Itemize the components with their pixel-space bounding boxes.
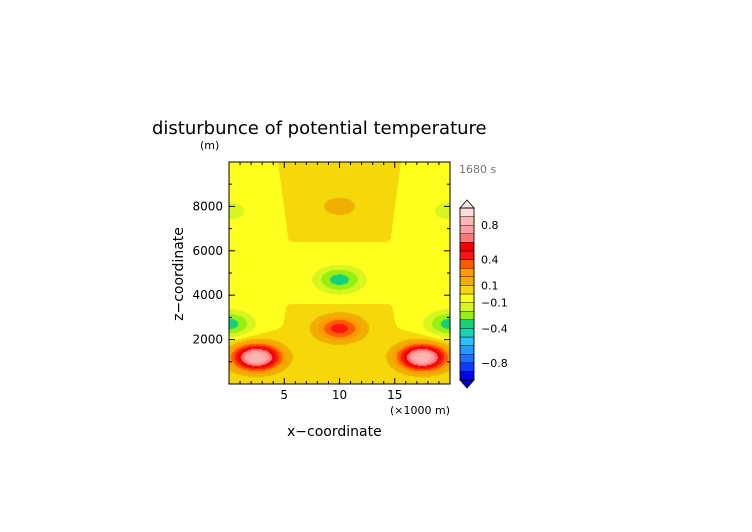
colorbar-tick-label: 0.8	[481, 219, 499, 232]
y-axis: 2000 4000 6000 8000	[192, 183, 450, 363]
colorbar-swatch	[459, 259, 475, 269]
x-tick-label: 10	[332, 388, 347, 402]
colorbar-tick-label: 0.1	[481, 279, 499, 292]
plot-area: 5 10 15 2000 4000 6000 8000	[192, 161, 451, 402]
colorbar-swatch	[459, 319, 475, 329]
colorbar: 0.8 0.4 0.1 −0.1 −0.4 −0.8	[459, 199, 508, 389]
colorbar-swatch	[459, 276, 475, 286]
colorbar-swatch	[459, 371, 475, 381]
x-axis-label: x−coordinate	[287, 424, 382, 440]
colorbar-low-triangle	[459, 379, 475, 389]
colorbar-high-triangle	[459, 199, 475, 209]
y-axis-label: z−coordinate	[171, 227, 187, 321]
colorbar-tick-label: −0.1	[481, 297, 508, 310]
colorbar-swatch	[459, 285, 475, 295]
colorbar-tick-label: −0.8	[481, 357, 508, 370]
colorbar-swatch	[459, 354, 475, 364]
colorbar-tick-label: 0.4	[481, 254, 499, 267]
colorbar-swatch	[459, 328, 475, 338]
y-unit-label: (m)	[200, 139, 219, 152]
x-axis: 5 10 15	[239, 162, 440, 402]
colorbar-swatch	[459, 345, 475, 355]
colorbar-tick-label: −0.4	[481, 322, 508, 335]
colorbar-swatch	[459, 268, 475, 278]
time-label: 1680 s	[459, 163, 496, 176]
colorbar-swatch	[459, 224, 475, 234]
colorbar-frame	[459, 207, 475, 381]
colorbar-swatch	[459, 216, 475, 226]
colorbar-swatch	[459, 242, 475, 252]
colorbar-swatch	[459, 233, 475, 243]
colorbar-swatch	[459, 311, 475, 321]
colorbar-swatch	[459, 336, 475, 346]
colorbar-swatch	[459, 250, 475, 260]
x-tick-label: 15	[387, 388, 402, 402]
y-tick-label: 6000	[192, 244, 223, 258]
y-tick-label: 8000	[192, 199, 223, 213]
colorbar-swatch	[459, 302, 475, 312]
x-tick-label: 5	[280, 388, 288, 402]
chart-title: disturbunce of potential temperature	[152, 118, 487, 139]
y-tick-label: 4000	[192, 288, 223, 302]
y-tick-label: 2000	[192, 333, 223, 347]
colorbar-swatch	[459, 293, 475, 303]
heatmap-field	[229, 162, 450, 384]
colorbar-swatch	[459, 362, 475, 372]
x-unit-label: (×1000 m)	[390, 404, 450, 417]
colorbar-swatch	[459, 207, 475, 217]
